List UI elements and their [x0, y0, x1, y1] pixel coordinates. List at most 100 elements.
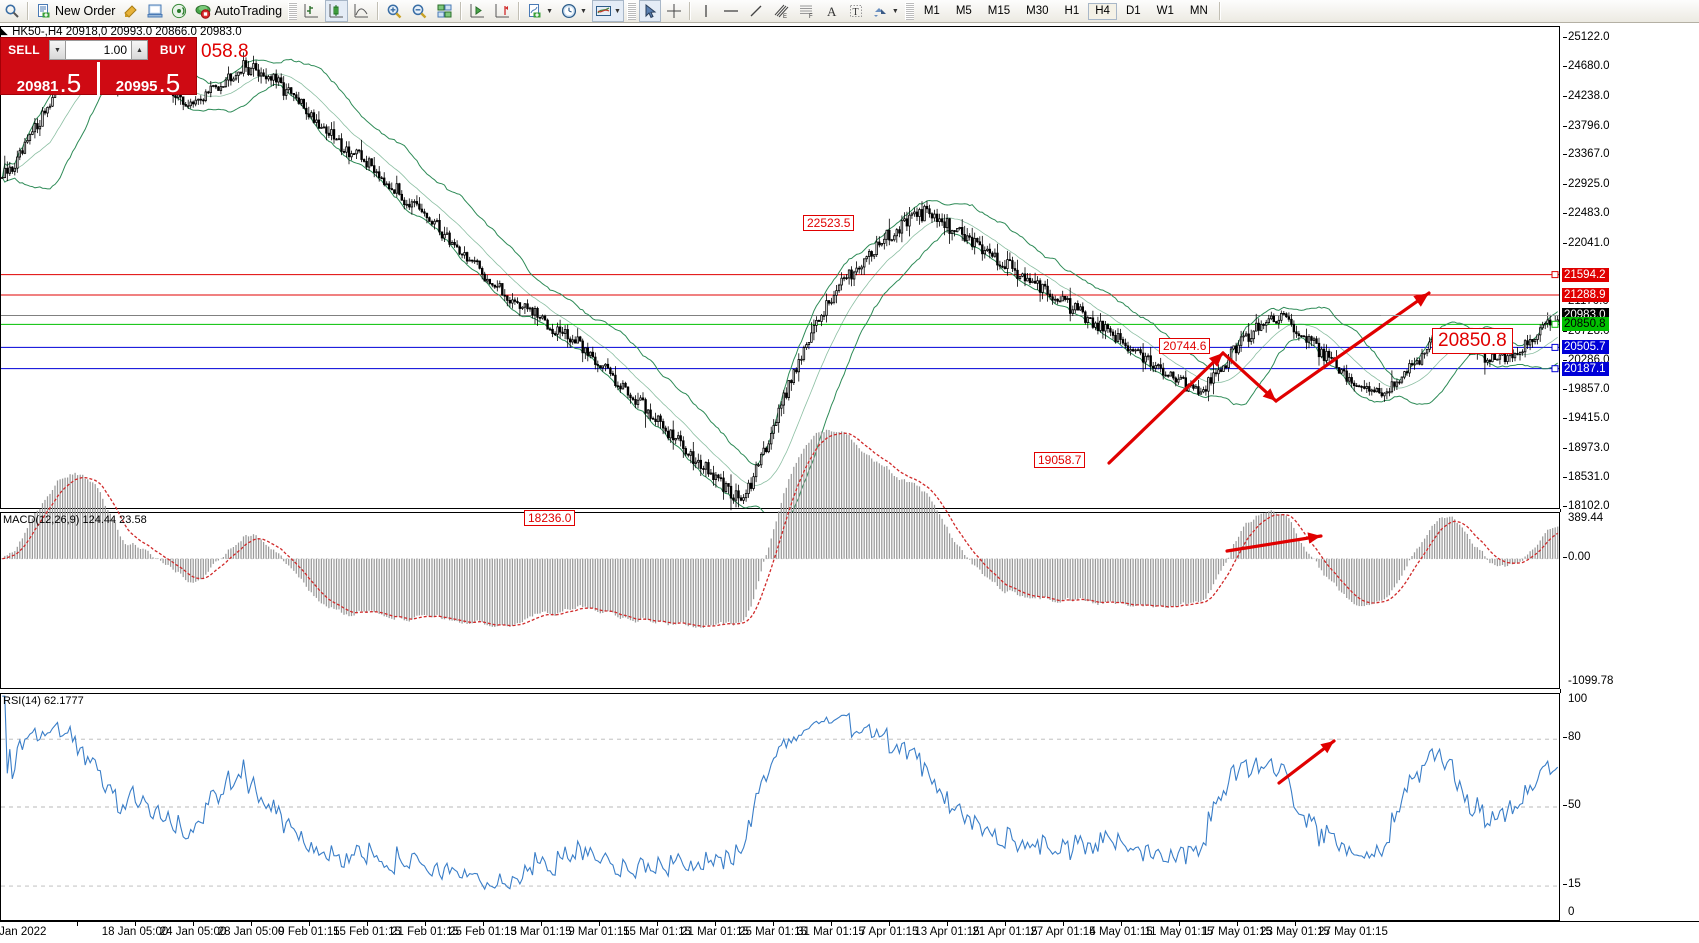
zoom-search-icon[interactable]: [1, 0, 23, 22]
volume-increase-icon[interactable]: ▲: [131, 40, 148, 60]
tile-windows-icon[interactable]: [433, 0, 456, 22]
timeframe-m1[interactable]: M1: [923, 4, 940, 17]
sell-label[interactable]: SELL: [8, 43, 40, 57]
terminal-icon[interactable]: [144, 0, 166, 22]
arrows-tool-icon[interactable]: ▼: [869, 0, 902, 22]
volume-stepper[interactable]: ▼ 1.00 ▲: [49, 40, 148, 60]
timeframe-m15[interactable]: M15: [987, 4, 1011, 17]
time-label: 15 Mar 01:15: [623, 926, 691, 938]
time-label: 17 May 01:15: [1202, 926, 1272, 938]
one-click-header: SELL ▼ 1.00 ▲ BUY: [1, 38, 196, 62]
time-label: 4 May 01:15: [1089, 926, 1153, 938]
indicators-add-icon[interactable]: ▼: [524, 0, 556, 22]
price-tick: 24238.0: [1563, 90, 1610, 102]
chevron-down-icon[interactable]: ▼: [546, 7, 554, 15]
timeframe-w1[interactable]: W1: [1156, 4, 1174, 17]
timeframe-m5[interactable]: M5: [955, 4, 972, 17]
one-click-trading-panel[interactable]: SELL ▼ 1.00 ▲ BUY 20981 .5 20995 .5: [0, 37, 197, 96]
rsi-tick: 100: [1568, 693, 1588, 705]
templates-icon[interactable]: ▼: [591, 0, 624, 22]
time-tick: [483, 922, 484, 926]
timeframe-h1[interactable]: H1: [1064, 4, 1080, 17]
volume-input[interactable]: 1.00: [66, 40, 131, 60]
timeframe-mn[interactable]: MN: [1189, 4, 1208, 17]
crosshair-tool-icon[interactable]: [663, 0, 685, 22]
buy-button[interactable]: 20995 .5: [100, 62, 196, 96]
chart-annotation[interactable]: 19058.7: [1034, 452, 1086, 468]
chevron-down-icon[interactable]: ▼: [613, 7, 621, 15]
rsi-tick: 0: [1568, 906, 1575, 918]
price-tick: 25122.0: [1563, 31, 1610, 43]
price-scale-macd[interactable]: 389.44 0.00 -1099.78: [1560, 512, 1699, 689]
main-price-pane[interactable]: [0, 26, 1560, 526]
price-flag-blue[interactable]: 20505.7: [1562, 340, 1609, 355]
main-toolbar: New Order AutoTrading: [0, 0, 1699, 23]
chart-annotation[interactable]: 18236.0: [524, 510, 576, 526]
time-label: 9 Feb 01:15: [278, 926, 340, 938]
macd-chart-svg: [1, 429, 1559, 628]
sell-button[interactable]: 20981 .5: [1, 62, 100, 96]
time-label: 21 Mar 01:15: [681, 926, 749, 938]
fibonacci-tool-icon[interactable]: F: [795, 0, 819, 22]
time-tick: [715, 922, 716, 926]
time-label: 27 May 01:15: [1318, 926, 1388, 938]
toolbar-grip[interactable]: [288, 2, 298, 20]
symbol-ohlc-line: ◣ HK50-,H4 20918,0 20993.0 20866.0 20983…: [0, 24, 242, 38]
rsi-tick: 80: [1563, 731, 1581, 743]
time-tick: [889, 922, 890, 926]
timeframe-d1[interactable]: D1: [1125, 4, 1141, 17]
new-order-button[interactable]: New Order: [33, 0, 118, 22]
rsi-pane[interactable]: RSI(14) 62.1777: [0, 693, 1560, 921]
price-tick: 18102.0: [1563, 500, 1610, 512]
cursor-tool-icon[interactable]: [638, 0, 661, 22]
chart-annotation[interactable]: 058.8: [201, 41, 249, 62]
price-flag-red[interactable]: 21594.2: [1562, 267, 1609, 282]
buy-label[interactable]: BUY: [159, 43, 187, 57]
time-tick: [1121, 922, 1122, 926]
timeframe-h4[interactable]: H4: [1088, 2, 1117, 20]
chart-annotation[interactable]: 20744.6: [1159, 338, 1211, 354]
chevron-down-icon[interactable]: ▼: [891, 7, 899, 15]
toolbar-grip[interactable]: [626, 2, 636, 20]
toolbar-separator: [377, 2, 380, 20]
text-tool-icon[interactable]: A: [821, 0, 843, 22]
chart-annotation[interactable]: 20850.8: [1432, 328, 1513, 354]
price-flag-green[interactable]: 20850.8: [1562, 317, 1609, 332]
trendline-tool-icon[interactable]: [745, 0, 767, 22]
time-label: 31 Mar 01:15: [797, 926, 865, 938]
new-order-label: New Order: [55, 4, 116, 18]
metaeditor-icon[interactable]: [120, 0, 142, 22]
candlestick-chart-icon[interactable]: [325, 0, 349, 22]
macd-pane[interactable]: MACD(12,26,9) 124.44 23.58: [0, 429, 1560, 689]
time-tick: [309, 922, 310, 926]
svg-text:A: A: [827, 4, 837, 19]
text-label-tool-icon[interactable]: T: [845, 0, 867, 22]
auto-scroll-icon[interactable]: [466, 0, 489, 22]
equidistant-channel-tool-icon[interactable]: E: [769, 0, 793, 22]
zoom-in-icon[interactable]: [383, 0, 406, 22]
timeframe-m30[interactable]: M30: [1026, 4, 1049, 17]
macd-tick: -1099.78: [1568, 675, 1614, 687]
time-label: 28 Jan 05:00: [217, 926, 285, 938]
chevron-down-icon[interactable]: ▼: [580, 7, 587, 15]
toolbar-grip[interactable]: [904, 2, 914, 20]
bar-chart-icon[interactable]: [300, 0, 323, 22]
price-flag-blue[interactable]: 20187.1: [1562, 361, 1609, 376]
volume-decrease-icon[interactable]: ▼: [49, 40, 66, 60]
line-chart-icon[interactable]: [350, 0, 373, 22]
price-tick: 19415.0: [1563, 412, 1610, 424]
signals-icon[interactable]: [168, 0, 190, 22]
time-tick: [831, 922, 832, 926]
autotrading-button[interactable]: AutoTrading: [192, 0, 285, 22]
chart-annotation[interactable]: 22523.5: [803, 215, 855, 231]
price-scale-rsi[interactable]: 100 80 50 15 0: [1560, 693, 1699, 921]
period-clock-icon[interactable]: ▼: [558, 0, 590, 22]
horizontal-line-tool-icon[interactable]: [719, 0, 743, 22]
chart-shift-icon[interactable]: [491, 0, 514, 22]
zoom-out-icon[interactable]: [408, 0, 431, 22]
vertical-line-tool-icon[interactable]: [695, 0, 717, 22]
time-label: 11 May 01:15: [1144, 926, 1214, 938]
svg-text:E: E: [783, 14, 787, 20]
price-flag-red[interactable]: 21288.9: [1562, 288, 1609, 303]
